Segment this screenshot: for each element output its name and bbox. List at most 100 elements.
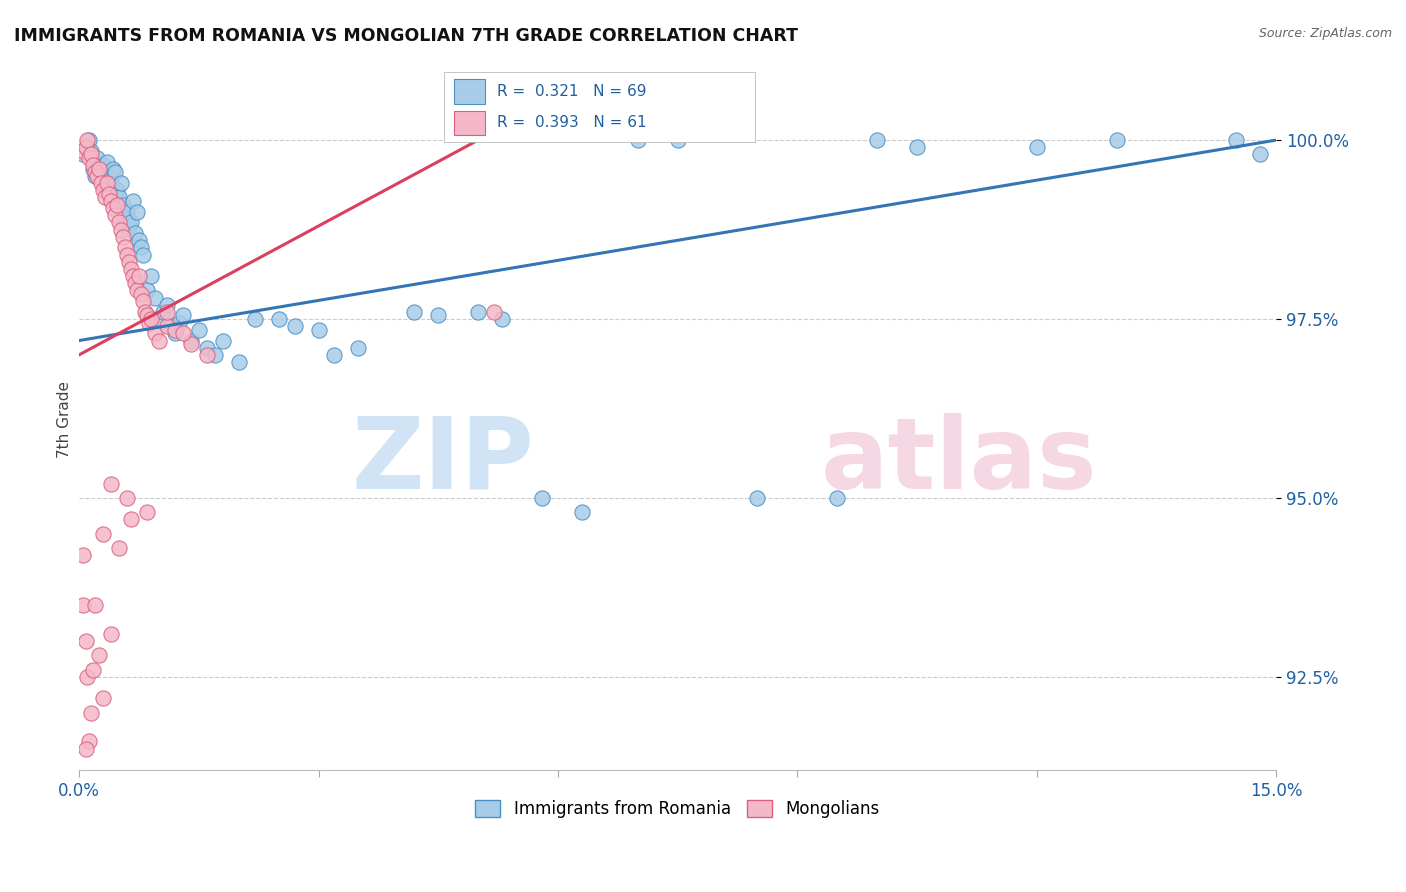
Point — [122, 194, 145, 208]
Point — [82, 158, 104, 172]
Point — [108, 541, 131, 555]
Point — [211, 334, 233, 348]
Point — [84, 169, 107, 183]
Point — [228, 355, 250, 369]
Point — [482, 305, 505, 319]
Point — [108, 215, 131, 229]
Point — [128, 233, 150, 247]
Point — [195, 348, 218, 362]
Point — [117, 219, 139, 233]
Point — [86, 169, 108, 183]
Point — [84, 599, 107, 613]
Text: Source: ZipAtlas.com: Source: ZipAtlas.com — [1258, 27, 1392, 40]
Point — [91, 691, 114, 706]
Point — [100, 476, 122, 491]
Point — [136, 505, 159, 519]
Point — [96, 176, 118, 190]
Point — [131, 240, 153, 254]
Point — [91, 526, 114, 541]
Point — [905, 140, 928, 154]
Point — [571, 505, 593, 519]
Point — [167, 316, 190, 330]
Point — [91, 158, 114, 172]
Point — [76, 133, 98, 147]
Point — [114, 240, 136, 254]
Point — [80, 147, 103, 161]
Text: ZIP: ZIP — [352, 413, 534, 510]
Point — [98, 169, 121, 183]
Point — [120, 262, 142, 277]
Point — [77, 151, 100, 165]
Point — [76, 670, 98, 684]
Point — [187, 323, 209, 337]
Point — [1105, 133, 1128, 147]
Point — [152, 305, 174, 319]
Point — [93, 190, 115, 204]
Point — [491, 312, 513, 326]
Point — [84, 165, 107, 179]
Point — [87, 648, 110, 663]
Point — [136, 284, 159, 298]
Point — [98, 186, 121, 201]
Point — [90, 176, 112, 190]
Point — [90, 172, 112, 186]
Point — [666, 133, 689, 147]
Point — [110, 222, 132, 236]
Point — [139, 312, 162, 326]
Point — [86, 151, 108, 165]
Point — [467, 305, 489, 319]
Point — [404, 305, 426, 319]
Point — [115, 247, 138, 261]
Point — [111, 197, 134, 211]
Point — [77, 734, 100, 748]
Point — [195, 341, 218, 355]
Point — [172, 326, 194, 341]
Point — [72, 548, 94, 562]
Point — [82, 161, 104, 176]
Point — [93, 179, 115, 194]
Point — [80, 706, 103, 720]
Y-axis label: 7th Grade: 7th Grade — [58, 381, 72, 458]
Point — [75, 140, 97, 154]
Point — [156, 298, 179, 312]
Point — [72, 144, 94, 158]
Point — [1249, 147, 1271, 161]
Point — [134, 305, 156, 319]
Point — [125, 204, 148, 219]
Point — [243, 312, 266, 326]
Point — [72, 599, 94, 613]
Point — [132, 294, 155, 309]
Point — [108, 190, 131, 204]
Point — [143, 326, 166, 341]
Point — [120, 512, 142, 526]
Point — [72, 147, 94, 161]
Point — [76, 140, 98, 154]
Text: atlas: atlas — [821, 413, 1098, 510]
Point — [104, 208, 127, 222]
Point — [87, 165, 110, 179]
Point — [75, 741, 97, 756]
Point — [124, 277, 146, 291]
Point — [163, 323, 186, 337]
Point — [323, 348, 346, 362]
Point — [180, 337, 202, 351]
Point — [80, 144, 103, 158]
Point — [530, 491, 553, 505]
Point — [427, 309, 450, 323]
Point — [101, 161, 124, 176]
Point — [100, 627, 122, 641]
Point — [148, 312, 170, 326]
Point — [111, 229, 134, 244]
Point — [131, 287, 153, 301]
Point — [96, 154, 118, 169]
Point — [82, 663, 104, 677]
Point — [117, 254, 139, 268]
Point — [125, 284, 148, 298]
Point — [91, 183, 114, 197]
Point — [77, 133, 100, 147]
Point — [122, 269, 145, 284]
Text: IMMIGRANTS FROM ROMANIA VS MONGOLIAN 7TH GRADE CORRELATION CHART: IMMIGRANTS FROM ROMANIA VS MONGOLIAN 7TH… — [14, 27, 799, 45]
Point — [347, 341, 370, 355]
Point — [308, 323, 330, 337]
Point — [627, 133, 650, 147]
